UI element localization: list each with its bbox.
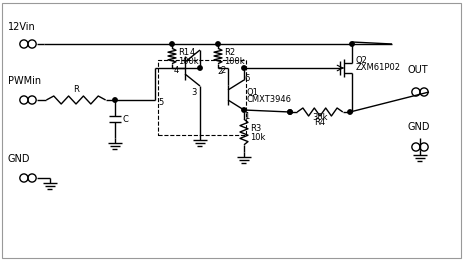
Text: R2: R2 [224, 48, 235, 56]
Text: R: R [73, 85, 79, 94]
Text: R4: R4 [314, 118, 325, 127]
Text: 100k: 100k [178, 56, 198, 66]
Circle shape [347, 110, 351, 114]
Text: C: C [123, 114, 129, 124]
Text: ZXM61P02: ZXM61P02 [355, 62, 400, 72]
Text: Q1: Q1 [246, 88, 258, 96]
Text: 4: 4 [174, 66, 179, 75]
Circle shape [287, 110, 292, 114]
Text: PWMin: PWMin [8, 76, 41, 86]
Text: GND: GND [407, 122, 430, 132]
Text: GND: GND [8, 154, 31, 164]
Circle shape [349, 42, 353, 46]
Circle shape [287, 110, 292, 114]
Text: R3: R3 [250, 124, 261, 133]
Circle shape [241, 108, 246, 112]
Text: OUT: OUT [407, 65, 428, 75]
Text: 5: 5 [158, 98, 163, 107]
Circle shape [241, 66, 246, 70]
Bar [158, 60, 245, 135]
Text: Q2: Q2 [355, 55, 367, 64]
Circle shape [215, 42, 220, 46]
Text: 2: 2 [219, 66, 225, 75]
Circle shape [169, 42, 174, 46]
Text: 10k: 10k [250, 133, 265, 141]
Text: 100k: 100k [224, 56, 244, 66]
Circle shape [113, 98, 117, 102]
Text: R1: R1 [178, 48, 189, 56]
Text: 1: 1 [244, 112, 249, 121]
Text: 6: 6 [244, 74, 249, 82]
Text: 12Vin: 12Vin [8, 22, 36, 32]
Text: 30k: 30k [312, 113, 327, 122]
Text: 2: 2 [217, 67, 223, 76]
Circle shape [197, 66, 202, 70]
Text: 3: 3 [191, 88, 196, 97]
Text: 4: 4 [189, 48, 194, 56]
Text: CMXT3946: CMXT3946 [246, 94, 291, 103]
